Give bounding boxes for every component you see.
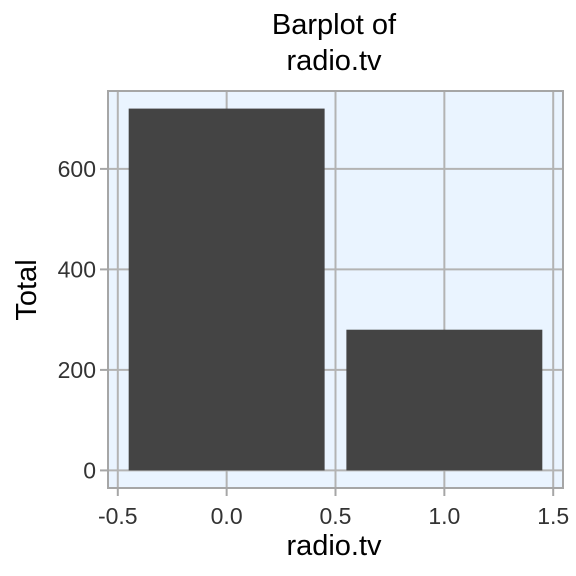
y-tick-label: 600 (58, 156, 96, 182)
y-axis-label: Total (11, 259, 43, 320)
y-tick-label: 200 (58, 357, 96, 383)
x-axis-ticks: -0.5 0.0 0.5 1.0 1.5 (98, 488, 569, 529)
chart-title-line-2: radio.tv (286, 45, 382, 77)
x-axis-label: radio.tv (286, 530, 382, 562)
bar (128, 108, 325, 471)
x-tick-label: 1.0 (428, 503, 460, 529)
y-tick-label: 0 (83, 457, 96, 483)
bars (128, 108, 543, 471)
x-tick-label: 0.0 (211, 503, 243, 529)
x-tick-label: 1.5 (537, 503, 569, 529)
x-tick-label: 0.5 (320, 503, 352, 529)
y-tick-label: 400 (58, 256, 96, 282)
y-axis-ticks: 0 200 400 600 (58, 156, 108, 483)
chart-title-line-1: Barplot of (272, 9, 397, 41)
bar (346, 329, 543, 471)
x-tick-label: -0.5 (98, 503, 138, 529)
